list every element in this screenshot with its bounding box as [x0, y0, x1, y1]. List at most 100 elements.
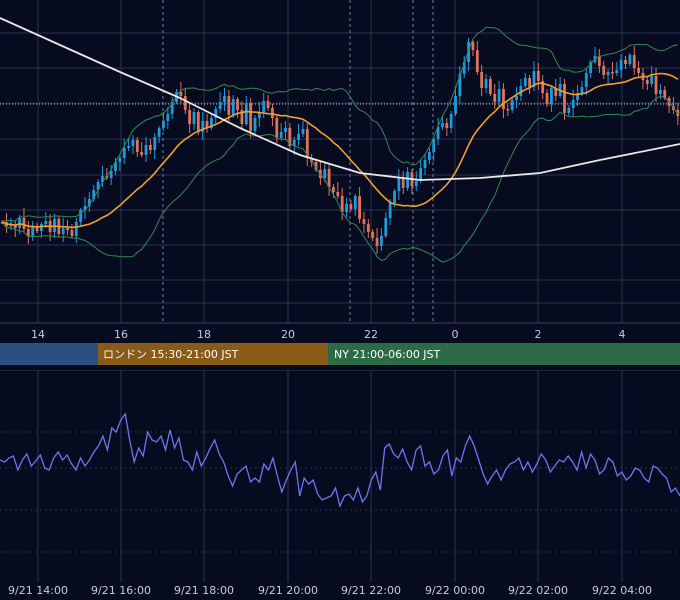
candle-body [545, 93, 549, 104]
candle-body [340, 196, 344, 212]
candle-body [305, 129, 309, 158]
candle-body [358, 196, 362, 219]
candle-body [502, 89, 505, 109]
candle-body [628, 55, 632, 64]
candle-body [188, 110, 192, 124]
candle-body [353, 196, 357, 209]
candle-body [244, 103, 248, 124]
candle-body [9, 225, 13, 227]
candle-body [314, 162, 318, 170]
candle-body [615, 70, 619, 73]
candle-body [388, 203, 392, 218]
candle-body [462, 62, 466, 74]
candle-body [83, 206, 87, 210]
candle-body [563, 84, 566, 113]
session-london [98, 343, 328, 365]
candle-body [40, 224, 43, 231]
candle-body [445, 123, 449, 128]
candle-body [441, 123, 444, 127]
osc-x-tick: 9/21 22:00 [341, 584, 401, 597]
price-x-tick: 22 [364, 328, 378, 340]
candle-body [35, 227, 39, 231]
candle-body [166, 114, 170, 121]
candle-body [201, 121, 205, 132]
candle-body [127, 146, 130, 148]
candle-body [323, 169, 327, 178]
candle-body [519, 86, 523, 96]
candle-body [584, 73, 588, 87]
candle-body [393, 191, 396, 203]
candle-body [475, 50, 479, 72]
price-x-tick: 0 [452, 328, 459, 340]
candle-body [236, 99, 239, 110]
candle-body [162, 121, 165, 128]
candle-body [371, 232, 375, 238]
candle-body [114, 162, 117, 171]
candle-body [362, 219, 366, 224]
candle-body [79, 210, 83, 222]
candle-body [375, 238, 379, 246]
candle-body [336, 192, 340, 196]
candle-body [467, 42, 470, 62]
candle-body [419, 168, 423, 181]
candle-body [515, 96, 518, 100]
candle-body [31, 227, 35, 236]
candle-body [493, 94, 497, 102]
candle-body [523, 78, 527, 86]
candle-body [240, 110, 244, 124]
candle-body [597, 56, 601, 66]
candle-body [406, 172, 409, 188]
candle-body [96, 182, 100, 190]
moving-average-long [0, 17, 680, 181]
osc-x-tick: 9/21 18:00 [174, 584, 234, 597]
candle-body [663, 90, 667, 98]
candle-body [414, 181, 418, 186]
candle-body [454, 96, 457, 114]
candle-body [210, 118, 213, 128]
candle-body [458, 74, 462, 96]
candle-body [118, 158, 122, 162]
candle-body [658, 90, 662, 94]
session-ny [328, 343, 680, 365]
bollinger-lower [1, 95, 679, 263]
candle-body [397, 178, 401, 191]
candle-body [70, 230, 74, 236]
candle-body [619, 60, 623, 70]
candle-body [271, 108, 274, 118]
candle-body [637, 68, 640, 73]
candle-body [471, 42, 475, 50]
candle-body [380, 236, 383, 246]
candle-body [645, 80, 649, 84]
candle-body [266, 101, 270, 108]
candle-body [580, 87, 584, 93]
candle-body [87, 199, 91, 206]
candle-body [576, 93, 579, 100]
candle-body [554, 88, 558, 96]
price-x-tick: 18 [197, 328, 211, 340]
candle-body [650, 76, 654, 84]
osc-x-tick: 9/22 02:00 [508, 584, 568, 597]
candle-body [44, 221, 48, 224]
candle-body [148, 145, 152, 150]
price-chart[interactable]: 14 16 18 20 22 0 2 4 [0, 0, 680, 340]
candle-body [92, 190, 96, 199]
candle-body [427, 152, 431, 160]
candle-body [301, 129, 305, 134]
candle-body [401, 178, 405, 188]
candle-body [602, 66, 606, 75]
candle-body [257, 112, 261, 118]
candle-body [541, 81, 545, 93]
osc-x-tick: 9/22 04:00 [592, 584, 652, 597]
candle-body [223, 96, 226, 102]
candle-body [214, 109, 218, 118]
candle-body [275, 118, 279, 138]
candle-body [449, 114, 453, 128]
candle-body [606, 72, 610, 75]
candle-body [101, 176, 104, 182]
candle-body [550, 88, 553, 104]
candle-body [66, 228, 69, 230]
candle-body [536, 71, 540, 81]
candle-body [192, 112, 196, 124]
oscillator-chart[interactable]: 9/21 14:00 9/21 16:00 9/21 18:00 9/21 20:00… [0, 370, 680, 600]
candle-body [249, 103, 253, 131]
